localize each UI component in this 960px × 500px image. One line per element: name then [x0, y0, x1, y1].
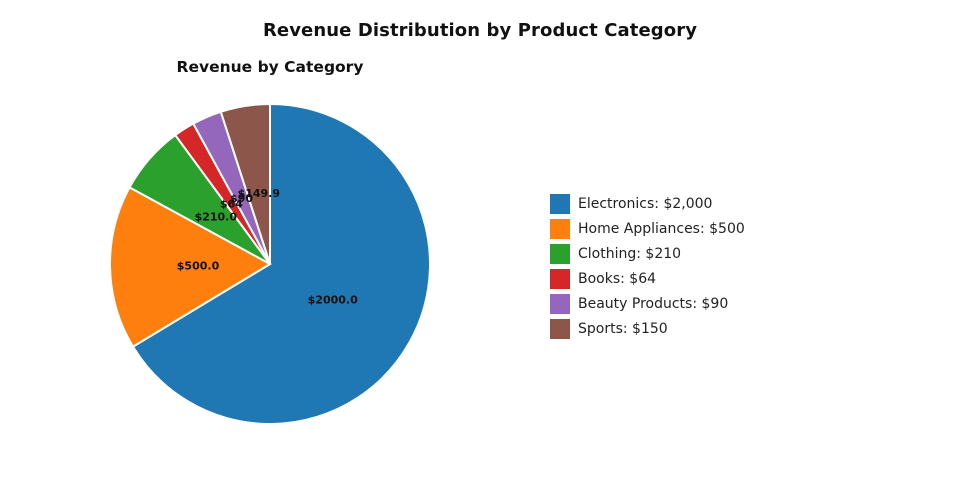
- slice-label-books: $64: [220, 197, 243, 210]
- legend-item-electronics[interactable]: Electronics: $2,000: [550, 191, 745, 216]
- chart-legend: Electronics: $2,000 Home Appliances: $500…: [550, 191, 745, 341]
- slice-label-sports: $149.9: [238, 187, 280, 200]
- slice-label-electronics: $2000.0: [308, 293, 358, 306]
- slice-label-home-appliances: $500.0: [177, 260, 220, 273]
- legend-label: Beauty Products: $90: [578, 295, 729, 312]
- slice-label-beauty-products: $90: [230, 192, 253, 205]
- legend-item-sports[interactable]: Sports: $150: [550, 316, 745, 341]
- pie-slice-electronics[interactable]: [131, 102, 431, 425]
- legend-item-home-appliances[interactable]: Home Appliances: $500: [550, 216, 745, 241]
- legend-label: Electronics: $2,000: [578, 195, 713, 212]
- legend-swatch: [550, 218, 570, 239]
- legend-swatch: [550, 243, 570, 264]
- legend-swatch: [550, 293, 570, 314]
- legend-swatch: [550, 318, 570, 339]
- legend-label: Books: $64: [578, 270, 657, 287]
- legend-item-books[interactable]: Books: $64: [550, 266, 745, 291]
- pie-slice-sports[interactable]: [219, 102, 271, 265]
- legend-item-clothing[interactable]: Clothing: $210: [550, 241, 745, 266]
- legend-label: Sports: $150: [578, 320, 668, 337]
- chart-title: Revenue by Category: [176, 58, 364, 76]
- slice-label-clothing: $210.0: [195, 211, 238, 224]
- legend-label: Clothing: $210: [578, 245, 682, 262]
- legend-swatch: [550, 193, 570, 214]
- legend-label: Home Appliances: $500: [578, 220, 745, 237]
- pie-slice-home-appliances[interactable]: [109, 186, 273, 349]
- legend-item-beauty-products[interactable]: Beauty Products: $90: [550, 291, 745, 316]
- legend-swatch: [550, 268, 570, 289]
- page-title: Revenue Distribution by Product Category: [262, 20, 698, 41]
